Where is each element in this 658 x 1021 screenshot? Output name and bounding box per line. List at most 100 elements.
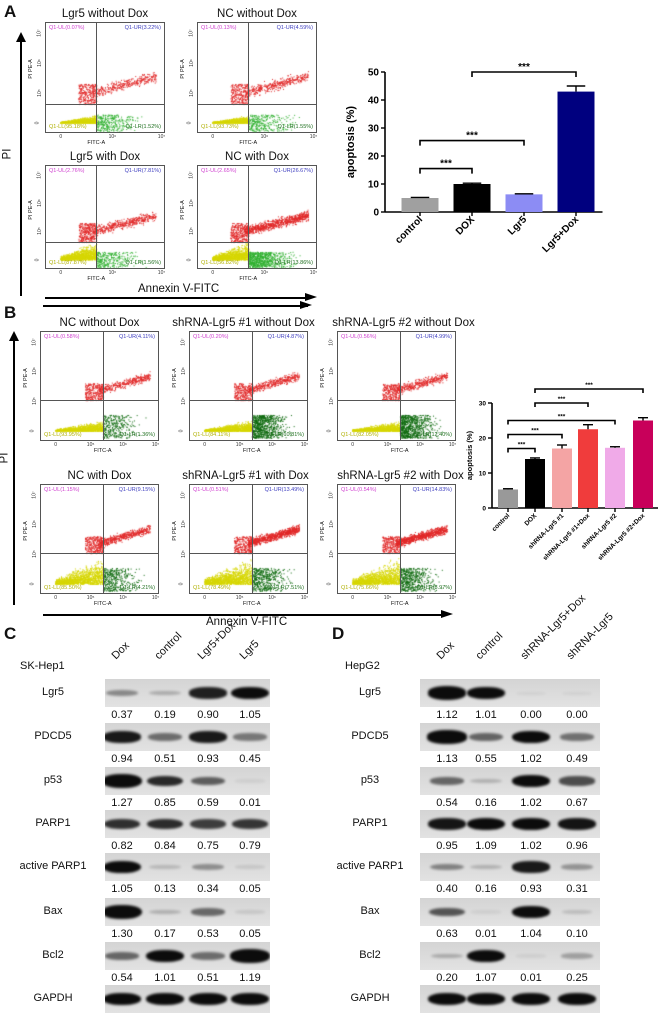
annexin-axis-title-b: Annexin V-FITC <box>206 616 288 628</box>
quadrant-label-ur: Q1-UR(7.81%) <box>124 168 161 174</box>
panel-letter-c: C <box>4 624 17 643</box>
quadrant-label-ll: Q1-LL(75.66%) <box>341 585 379 591</box>
x-tick-label: control <box>491 512 512 533</box>
quadrant-label-ul: Q1-UL(0.07%) <box>49 25 85 31</box>
blot-strip <box>105 723 270 751</box>
quadrant-horizontal-gate <box>198 241 316 243</box>
x-tick-label: 0 <box>203 595 207 601</box>
protein-band <box>105 993 141 1005</box>
plot-x-label: FITC-A <box>390 448 409 454</box>
quadrant-label-ll: Q1-LL(93.95%) <box>44 432 82 438</box>
protein-band <box>105 904 142 920</box>
plot-x-label: FITC-A <box>390 601 409 607</box>
scatter-dots <box>338 332 457 442</box>
pi-axis-title-b: PI <box>0 452 11 464</box>
bar <box>557 91 595 212</box>
y-tick-label: 20 <box>479 435 487 442</box>
significance-label: *** <box>558 414 566 421</box>
protein-band <box>233 733 267 741</box>
band-quantification: 0.63 <box>436 928 458 940</box>
bar <box>552 448 572 508</box>
blot-strip <box>105 767 270 795</box>
flow-plot-title: NC without Dox <box>59 317 140 329</box>
scatter-dots <box>190 332 309 442</box>
protein-band <box>189 993 227 1005</box>
quadrant-label-ul: Q1-UL(0.13%) <box>201 25 237 31</box>
bar <box>505 194 543 212</box>
band-quantification: 0.84 <box>154 840 176 852</box>
y-tick-label: 10⁵ <box>180 397 187 405</box>
plot-y-label: PI PE-A <box>171 521 178 541</box>
band-quantification: 0.00 <box>520 709 542 721</box>
band-quantification: 0.51 <box>197 972 219 984</box>
y-tick-label: 0 <box>34 258 41 261</box>
protein-band <box>515 954 547 958</box>
apoptosis-bar-chart-a: 0 10 20 30 40 50 apoptosis (%) control DOX Lgr5 Lg… <box>345 62 603 255</box>
x-tick-label: 10⁷ <box>157 270 166 276</box>
y-tick-label: 10⁵ <box>31 550 38 558</box>
significance-label: *** <box>531 428 539 435</box>
flow-plot: Lgr5 without Dox Q1-UL(0.07%) Q1-UR(3.22%)… <box>28 8 166 146</box>
protein-band <box>234 779 266 783</box>
bar <box>578 429 598 508</box>
protein-band <box>105 689 139 697</box>
protein-band <box>105 860 142 874</box>
quadrant-vertical-gate <box>251 485 253 593</box>
protein-label: PARP1 <box>352 817 388 829</box>
pi-axis-title-a: PI <box>1 148 14 160</box>
scatter-dots <box>46 23 166 134</box>
band-quantification: 1.01 <box>475 709 497 721</box>
significance-label: *** <box>440 159 452 170</box>
band-quantification: 0.55 <box>475 753 497 765</box>
protein-label: active PARP1 <box>19 860 87 872</box>
lane-label: Dox <box>434 639 457 662</box>
quadrant-vertical-gate <box>96 23 98 132</box>
quadrant-label-lr: Q1-LR(4.21%) <box>119 585 155 591</box>
band-quantification: 0.85 <box>154 797 176 809</box>
flow-plot: shRNA-Lgr5 #2 without Dox Q1-UL(0.56%) Q1-… <box>320 317 475 454</box>
flow-plot-area: Q1-UL(0.20%) Q1-UR(4.87%) Q1-LL(84.11%) Q1-… <box>189 331 309 442</box>
quadrant-label-lr: Q1-LR(13.86%) <box>274 260 313 266</box>
y-tick-label: 20 <box>368 152 380 163</box>
quadrant-label-lr: Q1-LR(1.36%) <box>119 432 155 438</box>
quadrant-label-ul: Q1-UL(0.51%) <box>193 487 229 493</box>
blot-strip <box>420 810 600 838</box>
quadrant-label-ul: Q1-UL(0.56%) <box>341 334 377 340</box>
protein-band <box>428 818 466 830</box>
band-quantification: 1.27 <box>111 797 133 809</box>
band-quantification: 0.13 <box>154 883 176 895</box>
protein-band <box>145 949 185 963</box>
x-tick-label: DOX <box>454 214 477 237</box>
x-tick-label: 0 <box>54 442 58 448</box>
y-tick-label: 0 <box>326 582 333 586</box>
annexin-axis-arrow-b-top <box>43 305 308 307</box>
x-tick-label: 10⁷ <box>309 270 318 276</box>
plot-y-label: PI PE-A <box>179 199 186 220</box>
y-tick-label: 0 <box>326 429 333 433</box>
blot-strip <box>105 679 270 707</box>
band-quantification: 1.05 <box>111 883 133 895</box>
band-quantification: 1.04 <box>520 928 542 940</box>
flow-plot-title: shRNA-Lgr5 #1 with Dox <box>182 470 309 482</box>
band-quantification: 1.05 <box>239 709 261 721</box>
flow-plot: Lgr5 with Dox Q1-UL(2.76%) Q1-UR(7.81%) Q1-… <box>28 151 166 282</box>
x-tick-label: 10⁷ <box>151 595 160 601</box>
quadrant-horizontal-gate <box>46 104 164 106</box>
quadrant-horizontal-gate <box>41 553 158 555</box>
band-quantification: 0.37 <box>111 709 133 721</box>
x-tick-label: 10⁶ <box>416 442 424 448</box>
quadrant-label-ur: Q1-UR(3.22%) <box>124 25 161 31</box>
protein-label: Bax <box>360 905 380 917</box>
band-quantification: 0.05 <box>239 928 261 940</box>
quadrant-label-lr: Q1-LR(12.40%) <box>413 432 452 438</box>
band-quantification: 0.45 <box>239 753 261 765</box>
protein-band <box>189 731 227 743</box>
blot-strip <box>420 898 600 926</box>
flow-plot: NC without Dox Q1-UL(0.58%) Q1-UR(4.11%) Q1… <box>23 317 160 454</box>
quadrant-label-ll: Q1-LL(82.05%) <box>341 432 379 438</box>
flow-plot-area: Q1-UL(0.13%) Q1-UR(4.59%) Q1-LL(93.73%) Q1-… <box>197 22 318 134</box>
significance-bracket <box>471 71 577 77</box>
y-tick-label: 10 <box>479 470 487 477</box>
protein-band <box>429 777 465 785</box>
protein-band <box>231 818 269 830</box>
